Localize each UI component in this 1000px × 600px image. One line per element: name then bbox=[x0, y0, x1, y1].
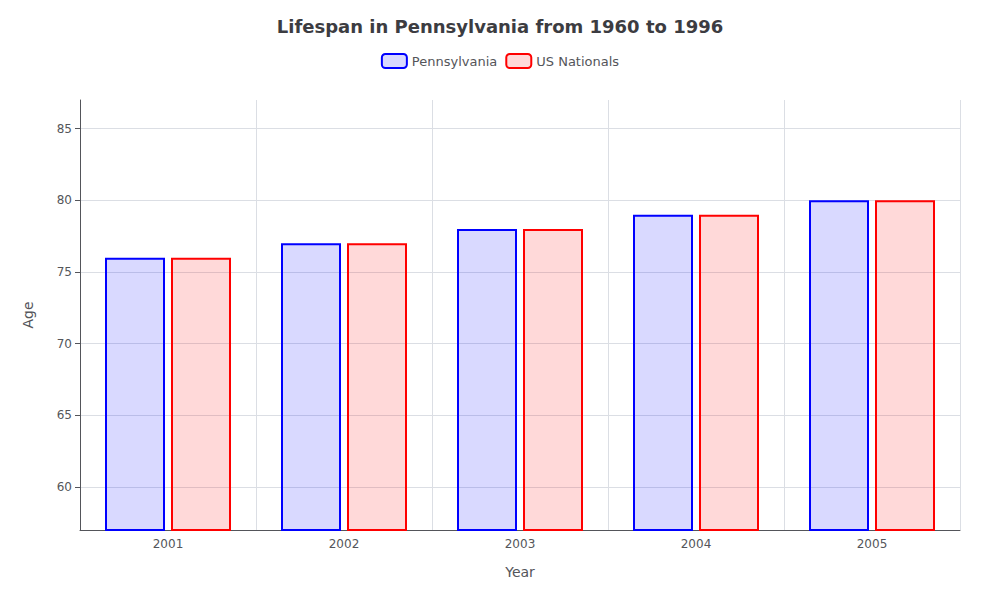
svg-text:80: 80 bbox=[57, 193, 72, 207]
svg-text:60: 60 bbox=[57, 480, 72, 494]
svg-text:65: 65 bbox=[57, 408, 72, 422]
svg-text:2002: 2002 bbox=[329, 537, 360, 551]
svg-text:2003: 2003 bbox=[505, 537, 536, 551]
svg-text:US Nationals: US Nationals bbox=[536, 54, 619, 69]
svg-text:Lifespan in Pennsylvania from: Lifespan in Pennsylvania from 1960 to 19… bbox=[277, 16, 723, 37]
svg-text:2005: 2005 bbox=[857, 537, 888, 551]
svg-text:75: 75 bbox=[57, 265, 72, 279]
svg-text:70: 70 bbox=[57, 337, 72, 351]
svg-text:85: 85 bbox=[57, 122, 72, 136]
svg-text:Pennsylvania: Pennsylvania bbox=[412, 54, 497, 69]
svg-text:2001: 2001 bbox=[153, 537, 184, 551]
svg-text:Year: Year bbox=[504, 564, 535, 580]
svg-text:Age: Age bbox=[20, 301, 36, 328]
svg-text:2004: 2004 bbox=[681, 537, 712, 551]
